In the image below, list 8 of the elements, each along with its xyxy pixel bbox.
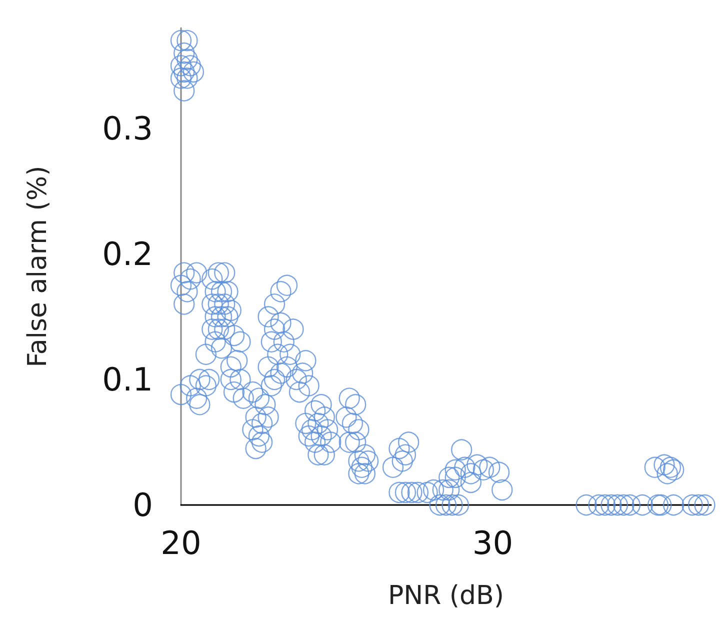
y-tick-label: 0.1 [102, 360, 153, 398]
y-tick-label: 0.3 [102, 109, 153, 148]
y-axis-title: False alarm (%) [23, 166, 53, 368]
x-tick-label: 20 [160, 524, 202, 562]
y-tick-label: 0.2 [102, 234, 153, 273]
x-axis-title: PNR (dB) [388, 581, 504, 611]
y-tick-label: 0 [132, 486, 153, 524]
x-tick-label: 30 [472, 524, 514, 562]
